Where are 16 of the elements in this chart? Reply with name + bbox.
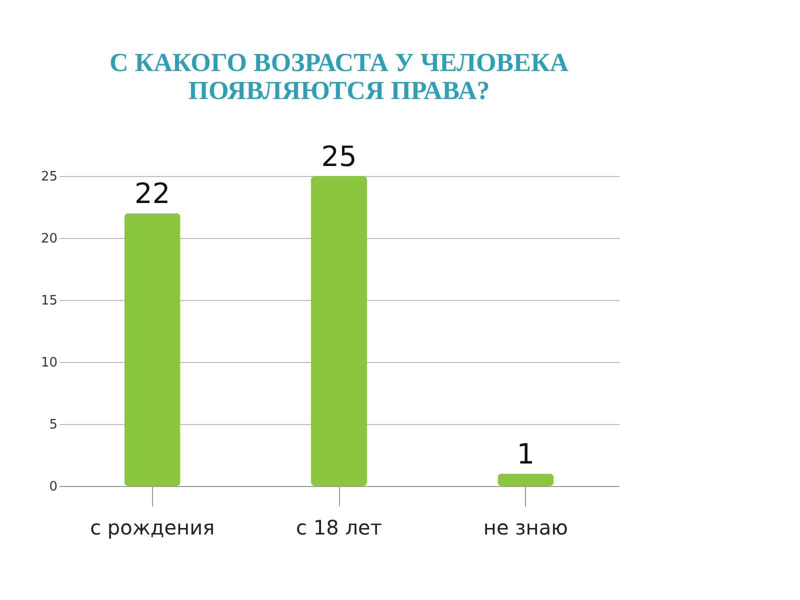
y-tick-label: 10 bbox=[40, 356, 58, 370]
y-tick-label: 5 bbox=[49, 418, 58, 432]
x-tick-label: с рождения bbox=[90, 516, 215, 540]
x-tick-label: не знаю bbox=[483, 516, 568, 540]
y-tick-label: 15 bbox=[40, 294, 58, 308]
bar bbox=[124, 213, 180, 486]
chart-title: С КАКОГО ВОЗРАСТА У ЧЕЛОВЕКА ПОЯВЛЯЮТСЯ ПРАВА? bbox=[110, 48, 569, 105]
y-tick-label: 0 bbox=[49, 480, 58, 494]
data-label: 22 bbox=[134, 177, 170, 210]
bar bbox=[498, 474, 554, 486]
data-label: 1 bbox=[516, 438, 535, 471]
y-tick-label: 20 bbox=[40, 232, 58, 246]
data-label: 25 bbox=[321, 140, 357, 173]
bar bbox=[311, 176, 367, 486]
x-tick-label: с 18 лет bbox=[296, 516, 382, 540]
y-tick-label: 25 bbox=[40, 170, 58, 184]
